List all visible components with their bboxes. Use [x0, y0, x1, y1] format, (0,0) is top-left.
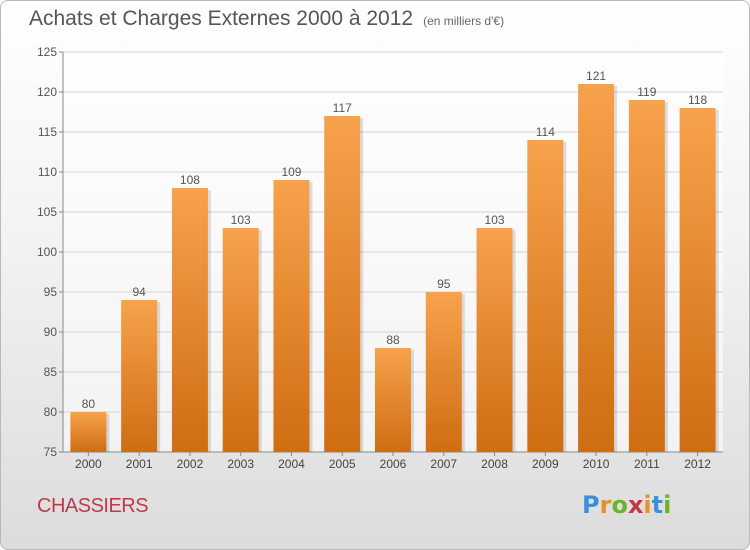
bar — [375, 348, 411, 452]
y-tick-label: 100 — [37, 245, 57, 259]
x-tick-label: 2010 — [583, 457, 610, 471]
bar — [578, 84, 615, 452]
bar-value-label: 108 — [180, 173, 200, 187]
bar — [171, 188, 208, 452]
logo-letter: r — [599, 491, 612, 519]
bar-value-label: 121 — [586, 69, 606, 83]
location-label: CHASSIERS — [37, 495, 149, 517]
bar — [324, 116, 361, 452]
y-tick-label: 80 — [44, 405, 58, 419]
x-tick-label: 2012 — [684, 457, 711, 471]
logo-letter: P — [582, 491, 600, 519]
bar-value-label: 117 — [333, 101, 352, 115]
bar — [679, 108, 716, 452]
proxiti-logo: Proxiti — [582, 491, 671, 519]
x-tick-label: 2009 — [532, 457, 559, 471]
x-tick-label: 2008 — [481, 457, 508, 471]
bar — [425, 292, 462, 452]
y-tick-label: 90 — [44, 325, 58, 339]
x-tick-label: 2001 — [126, 457, 153, 471]
x-tick-label: 2011 — [634, 457, 660, 471]
x-tick-label: 2002 — [177, 457, 204, 471]
bar — [222, 228, 259, 452]
bar-value-label: 94 — [132, 285, 146, 299]
x-tick-label: 2007 — [430, 457, 457, 471]
x-tick-label: 2005 — [329, 457, 356, 471]
bar — [70, 412, 107, 452]
y-tick-label: 95 — [44, 285, 58, 299]
y-tick-label: 75 — [44, 445, 58, 459]
bar — [273, 180, 310, 452]
bar — [121, 300, 158, 452]
x-tick-label: 2004 — [278, 457, 305, 471]
logo-letter: o — [611, 491, 628, 519]
bar — [476, 228, 513, 452]
logo-letter: x — [627, 491, 644, 519]
bar-value-label: 95 — [437, 277, 451, 291]
x-tick-label: 2006 — [380, 457, 407, 471]
bar-value-label: 80 — [82, 397, 96, 411]
logo-letter: i — [663, 491, 672, 519]
y-tick-label: 110 — [38, 165, 57, 179]
logo-letter: i — [643, 491, 652, 519]
bar-value-label: 88 — [386, 333, 400, 347]
bar-value-label: 109 — [281, 165, 301, 179]
bar-value-label: 118 — [688, 93, 707, 107]
chart-title-block: Achats et Charges Externes 2000 à 2012 (e… — [29, 7, 504, 31]
x-tick-label: 2003 — [227, 457, 254, 471]
bar — [628, 100, 665, 452]
x-tick-label: 2000 — [75, 457, 102, 471]
bar-value-label: 119 — [637, 85, 656, 99]
y-tick-label: 125 — [37, 45, 57, 59]
chart-subtitle: (en milliers d'€) — [423, 14, 505, 28]
bar-value-label: 103 — [485, 213, 505, 227]
logo-letter: t — [651, 491, 664, 519]
y-tick-label: 105 — [37, 205, 57, 219]
bar-value-label: 103 — [231, 213, 251, 227]
y-tick-label: 85 — [44, 365, 58, 379]
y-tick-label: 115 — [38, 125, 57, 139]
y-tick-label: 120 — [37, 85, 57, 99]
bar-value-label: 114 — [536, 125, 555, 139]
bar — [527, 140, 564, 452]
chart-title: Achats et Charges Externes 2000 à 2012 — [29, 7, 414, 30]
